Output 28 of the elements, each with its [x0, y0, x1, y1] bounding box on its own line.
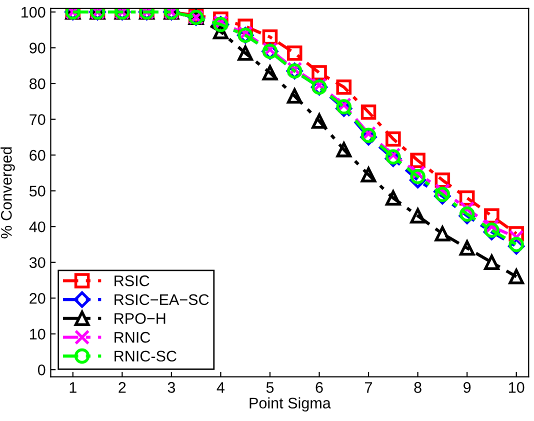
y-tick-label: 20	[30, 292, 46, 304]
legend-label: RNIC	[114, 332, 150, 343]
x-tick-label: 8	[414, 382, 422, 393]
x-tick-label: 3	[168, 382, 176, 393]
y-axis-title: % Converged	[0, 147, 15, 238]
y-tick-label: 70	[30, 114, 46, 125]
x-axis-title: Point Sigma	[250, 397, 331, 412]
y-tick-label: 60	[30, 150, 46, 161]
legend-label: RNIC-SC	[114, 350, 176, 362]
y-tick-label: 50	[29, 186, 46, 197]
x-tick-label: 10	[509, 382, 524, 393]
legend-label: RPO−H	[114, 313, 166, 324]
x-tick-label: 7	[365, 382, 372, 393]
x-tick-label: 2	[118, 382, 126, 393]
y-tick-label: 30	[29, 257, 46, 268]
x-tick-label: 5	[266, 382, 274, 393]
y-tick-label: 40	[29, 221, 46, 232]
y-tick-label: 80	[30, 78, 46, 90]
y-tick-label: 10	[30, 328, 46, 340]
y-tick-label: 0	[38, 364, 46, 376]
y-tick-label: 100	[22, 6, 46, 18]
x-tick-label: 1	[70, 382, 76, 393]
legend-label: RSIC	[114, 275, 150, 286]
legend-label: RSIC−EA−SC	[114, 294, 209, 306]
x-tick-label: 9	[464, 382, 471, 393]
y-tick-label: 90	[30, 42, 46, 54]
x-tick-label: 4	[216, 382, 225, 393]
x-tick-label: 6	[316, 382, 323, 393]
